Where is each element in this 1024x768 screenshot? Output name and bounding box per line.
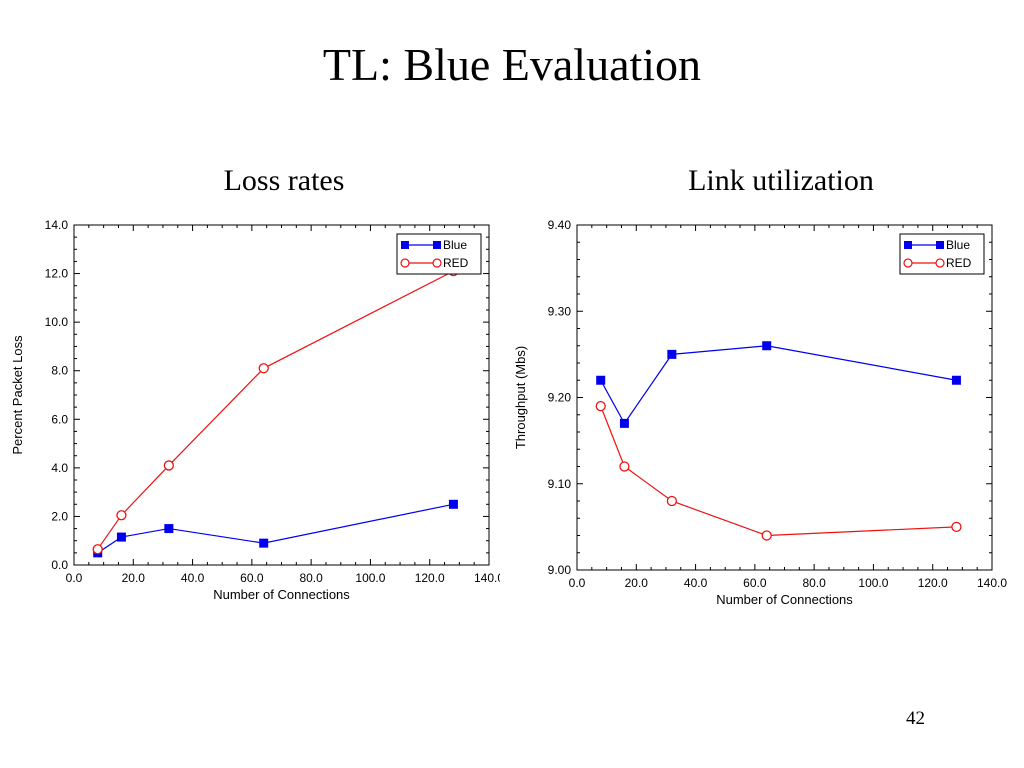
data-point-red xyxy=(258,363,269,374)
x-tick-label: 140.0 xyxy=(977,576,1007,590)
legend-label-blue: Blue xyxy=(443,238,467,252)
y-tick-label: 6.0 xyxy=(51,412,68,426)
chart-caption-loss: Loss rates xyxy=(223,164,345,197)
y-tick-label: 14.0 xyxy=(45,218,69,232)
legend-box xyxy=(899,233,985,275)
y-tick-label: 4.0 xyxy=(51,461,68,475)
legend-box xyxy=(396,233,482,275)
legend-marker-red xyxy=(432,258,442,268)
y-tick-label: 9.10 xyxy=(548,477,572,491)
y-tick-label: 0.0 xyxy=(51,558,68,572)
x-tick-label: 120.0 xyxy=(918,576,948,590)
x-tick-label: 140.0 xyxy=(474,571,500,585)
legend-marker-red xyxy=(903,258,913,268)
y-tick-label: 9.00 xyxy=(548,563,572,577)
legend-marker-red xyxy=(935,258,945,268)
x-tick-label: 60.0 xyxy=(743,576,767,590)
y-axis-label: Percent Packet Loss xyxy=(10,335,25,455)
data-point-blue xyxy=(164,524,174,534)
series-line-red xyxy=(600,405,957,537)
x-tick-label: 120.0 xyxy=(415,571,445,585)
legend-marker-red xyxy=(400,258,410,268)
chart-caption-utilization: Link utilization xyxy=(688,164,874,197)
x-tick-label: 20.0 xyxy=(625,576,649,590)
legend-label-red: RED xyxy=(946,256,972,270)
data-point-red xyxy=(92,544,103,555)
data-point-red xyxy=(116,510,127,521)
data-point-red xyxy=(951,521,962,533)
data-point-blue xyxy=(116,532,126,542)
data-point-red xyxy=(761,530,772,541)
data-point-red xyxy=(619,461,630,472)
x-tick-label: 0.0 xyxy=(66,571,83,585)
y-tick-label: 12.0 xyxy=(45,267,69,281)
y-tick-label: 9.30 xyxy=(548,304,572,318)
data-point-blue xyxy=(619,418,629,428)
data-point-blue xyxy=(951,375,961,385)
y-axis-label: Throughput (Mbs) xyxy=(513,346,528,449)
legend-marker-blue xyxy=(936,241,944,249)
data-point-blue xyxy=(667,349,677,359)
page-number: 42 xyxy=(906,708,925,729)
data-point-red xyxy=(595,400,606,412)
data-point-blue xyxy=(596,375,606,385)
x-tick-label: 100.0 xyxy=(355,571,385,585)
x-tick-label: 40.0 xyxy=(181,571,205,585)
legend-label-red: RED xyxy=(443,256,469,270)
x-tick-label: 60.0 xyxy=(240,571,264,585)
x-axis-label: Number of Connections xyxy=(213,587,350,602)
y-tick-label: 2.0 xyxy=(51,509,68,523)
plot-frame xyxy=(73,224,490,566)
x-tick-label: 80.0 xyxy=(299,571,323,585)
data-point-blue xyxy=(762,341,772,351)
data-point-red xyxy=(666,495,678,507)
series-line-red xyxy=(97,270,454,550)
data-point-blue xyxy=(259,538,269,548)
loss-rates-chart: 0.0 20.0 40.0 60.0 80.0 100.0 120.0 140.0 0.0 2.0… xyxy=(10,218,500,602)
x-tick-label: 20.0 xyxy=(122,571,146,585)
x-tick-label: 80.0 xyxy=(802,576,826,590)
x-tick-label: 40.0 xyxy=(684,576,708,590)
slide-title: TL: Blue Evaluation xyxy=(322,39,702,90)
series-line-blue xyxy=(97,503,454,554)
y-tick-label: 9.20 xyxy=(548,391,572,405)
x-tick-label: 100.0 xyxy=(858,576,888,590)
x-tick-label: 0.0 xyxy=(569,576,586,590)
legend-marker-blue xyxy=(433,241,441,249)
data-point-blue xyxy=(448,499,458,509)
legend-marker-blue xyxy=(904,241,912,249)
plot-frame xyxy=(576,224,993,571)
series-line-blue xyxy=(600,345,957,425)
y-tick-label: 8.0 xyxy=(51,364,68,378)
link-utilization-chart: 0.0 20.0 40.0 60.0 80.0 100.0 120.0 140.0 9.00 9.… xyxy=(513,218,1007,607)
y-tick-label: 10.0 xyxy=(45,315,69,329)
y-tick-label: 9.40 xyxy=(548,218,572,232)
legend-label-blue: Blue xyxy=(946,238,970,252)
x-axis-label: Number of Connections xyxy=(716,592,853,607)
legend-marker-blue xyxy=(401,241,409,249)
data-point-red xyxy=(163,460,175,471)
